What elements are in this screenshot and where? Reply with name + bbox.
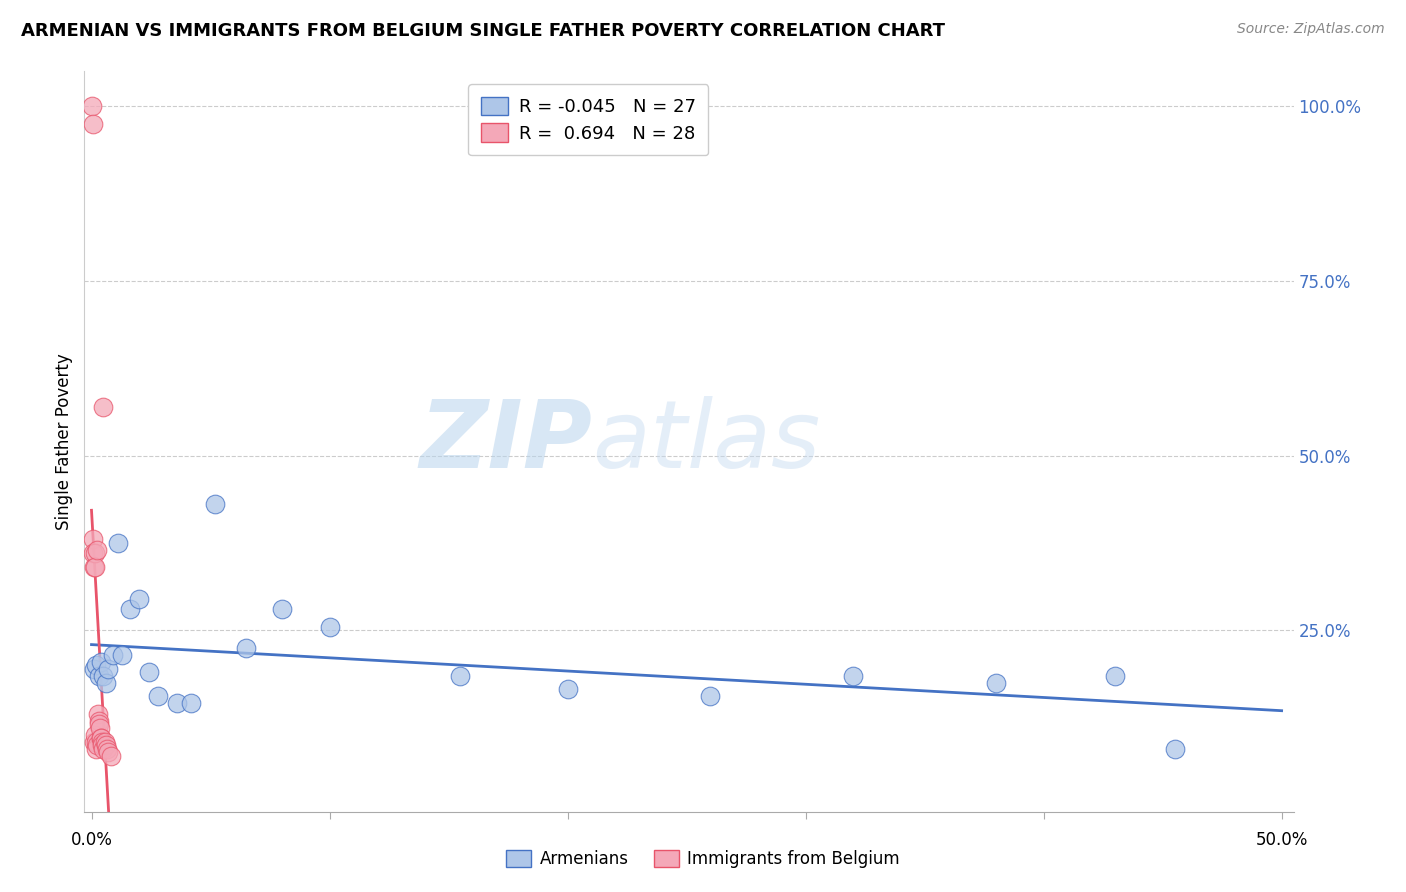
Point xyxy=(449,668,471,682)
Text: ARMENIAN VS IMMIGRANTS FROM BELGIUM SINGLE FATHER POVERTY CORRELATION CHART: ARMENIAN VS IMMIGRANTS FROM BELGIUM SING… xyxy=(21,22,945,40)
Legend: Armenians, Immigrants from Belgium: Armenians, Immigrants from Belgium xyxy=(499,843,907,875)
Point xyxy=(90,731,112,746)
Point xyxy=(97,745,120,759)
Point xyxy=(89,721,111,735)
Point xyxy=(87,714,110,728)
Point xyxy=(984,675,1007,690)
Point xyxy=(82,99,104,113)
Legend: R = -0.045   N = 27, R =  0.694   N = 28: R = -0.045 N = 27, R = 0.694 N = 28 xyxy=(468,84,709,155)
Point xyxy=(83,735,105,749)
Text: 0.0%: 0.0% xyxy=(70,831,112,849)
Point xyxy=(699,690,721,704)
Point xyxy=(93,735,115,749)
Point xyxy=(100,748,122,763)
Point xyxy=(86,739,108,753)
Point xyxy=(204,497,226,511)
Point xyxy=(111,648,134,662)
Point xyxy=(842,668,865,682)
Point xyxy=(128,591,150,606)
Point xyxy=(89,717,111,731)
Point xyxy=(90,655,112,669)
Point xyxy=(1104,668,1126,682)
Point xyxy=(318,619,340,633)
Point xyxy=(91,742,114,756)
Point xyxy=(87,706,110,721)
Point xyxy=(84,735,107,749)
Point xyxy=(90,731,112,746)
Point xyxy=(84,742,107,756)
Point xyxy=(180,697,202,711)
Point xyxy=(118,602,141,616)
Point xyxy=(83,560,105,574)
Point xyxy=(96,742,118,756)
Text: atlas: atlas xyxy=(592,396,821,487)
Point xyxy=(107,536,129,550)
Point xyxy=(138,665,160,679)
Point xyxy=(101,648,124,662)
Point xyxy=(83,546,105,560)
Point xyxy=(84,658,107,673)
Point xyxy=(94,675,117,690)
Point xyxy=(166,697,188,711)
Point xyxy=(87,668,110,682)
Point xyxy=(86,542,108,557)
Text: 50.0%: 50.0% xyxy=(1256,831,1308,849)
Y-axis label: Single Father Poverty: Single Father Poverty xyxy=(55,353,73,530)
Text: ZIP: ZIP xyxy=(419,395,592,488)
Point xyxy=(82,533,104,547)
Point xyxy=(93,668,115,682)
Point xyxy=(84,560,107,574)
Point xyxy=(90,735,112,749)
Point xyxy=(146,690,169,704)
Point xyxy=(82,546,104,560)
Point xyxy=(97,661,120,675)
Point xyxy=(557,682,579,697)
Point xyxy=(91,739,114,753)
Point xyxy=(83,661,105,675)
Point xyxy=(235,640,257,655)
Point xyxy=(271,602,294,616)
Text: Source: ZipAtlas.com: Source: ZipAtlas.com xyxy=(1237,22,1385,37)
Point xyxy=(1163,742,1185,756)
Point xyxy=(94,739,117,753)
Point xyxy=(93,400,115,414)
Point xyxy=(82,117,104,131)
Point xyxy=(84,728,107,742)
